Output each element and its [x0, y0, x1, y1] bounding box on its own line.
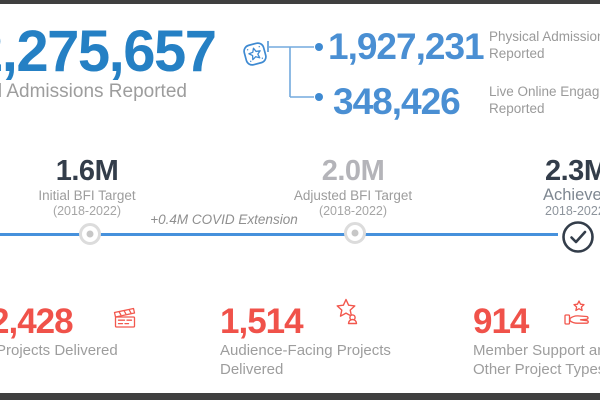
live-online-label: Live Online Engagements Reported — [489, 84, 600, 117]
milestone-1-marker — [79, 223, 101, 245]
hand-star-icon — [563, 298, 593, 330]
physical-admissions-label: Physical Admissions Reported — [489, 29, 600, 62]
live-online-value: 348,426 — [333, 81, 461, 122]
projects-delivered-label: Projects Delivered — [0, 342, 118, 359]
audience-projects-label: Audience-Facing Projects Delivered — [220, 341, 391, 379]
top-frame-bar — [0, 0, 600, 4]
milestone-1-label: Initial BFI Target — [38, 188, 136, 203]
physical-admissions-label-line2: Reported — [489, 45, 545, 61]
total-admissions-label: Total Admissions Reported — [0, 81, 187, 102]
milestone-2-sublabel: (2018-2022) — [318, 204, 388, 218]
member-support-label-line2: Other Project Types — [473, 361, 600, 378]
live-online-label-line2: Reported — [489, 100, 545, 116]
projects-delivered-value: 2,428 — [0, 302, 74, 341]
star-person-icon — [333, 296, 361, 326]
milestone-2-marker — [344, 222, 366, 244]
bottom-frame-bar — [0, 393, 600, 400]
ticket-icon — [237, 36, 274, 73]
milestone-2-label: Adjusted BFI Target — [293, 188, 413, 203]
breakdown-bracket-lines — [262, 36, 332, 106]
member-support-label-line1: Member Support and — [473, 342, 600, 359]
milestone-1-sublabel: (2018-2022) — [52, 204, 122, 218]
milestone-1-value: 1.6M — [55, 155, 119, 187]
physical-admissions-label-line1: Physical Admissions — [489, 29, 600, 44]
milestone-3-sublabel: 2018-2022 — [545, 204, 600, 218]
live-online-label-line1: Live Online Engagements — [489, 84, 600, 99]
milestone-2-value: 2.0M — [321, 155, 385, 187]
audience-projects-label-line1: Audience-Facing Projects — [220, 342, 391, 359]
clapperboard-icon — [112, 305, 138, 331]
milestone-3-label: Achieved — [543, 186, 600, 204]
milestone-3-value: 2.3M — [545, 155, 600, 187]
member-support-value: 914 — [473, 302, 529, 341]
achieved-check-icon — [561, 220, 595, 254]
covid-extension-note: +0.4M COVID Extension — [150, 212, 298, 227]
timeline-line — [0, 233, 558, 236]
total-admissions-value: 2,275,657 — [0, 19, 217, 84]
audience-projects-label-line2: Delivered — [220, 361, 284, 378]
audience-projects-value: 1,514 — [220, 302, 304, 341]
physical-admissions-value: 1,927,231 — [328, 26, 485, 67]
member-support-label: Member Support and Other Project Types — [473, 341, 600, 379]
